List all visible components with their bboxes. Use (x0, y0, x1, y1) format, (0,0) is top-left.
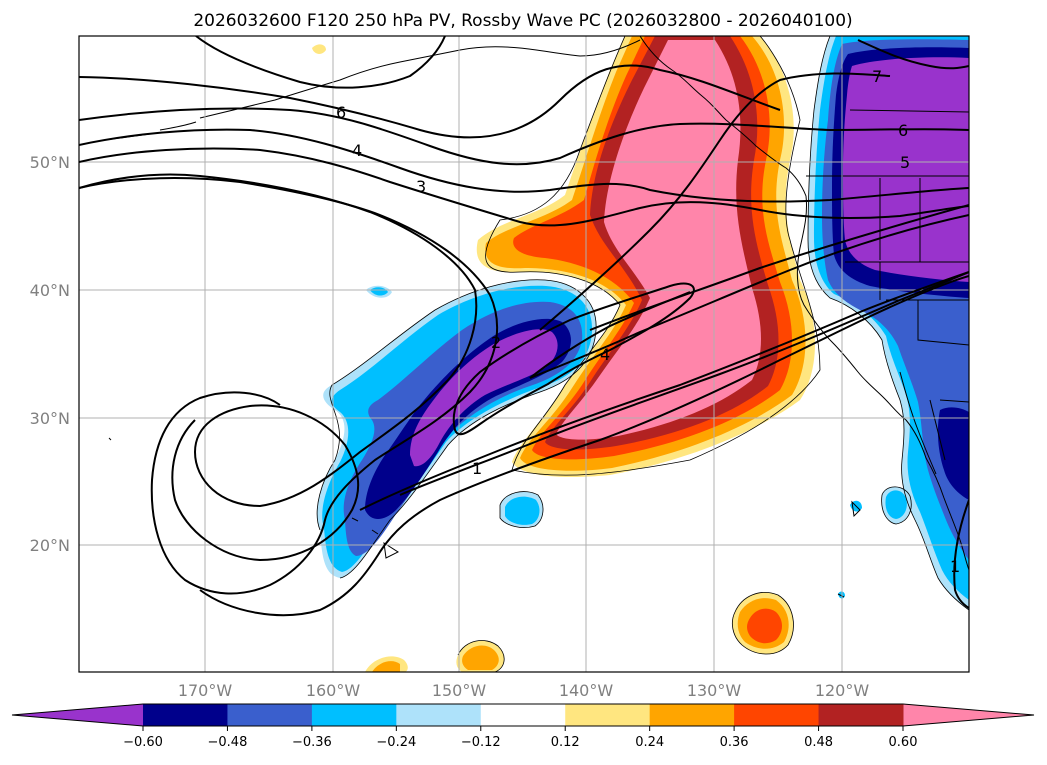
contour-labels: 6 4 3 2 1 4 7 6 5 1 (336, 67, 960, 576)
lon-label: 170°W (178, 681, 233, 700)
contour-label: 1 (472, 459, 482, 478)
map-title: 2026032600 F120 250 hPa PV, Rossby Wave … (193, 11, 852, 31)
colorbar-tick-label: −0.60 (123, 735, 163, 750)
lon-label: 150°W (432, 681, 487, 700)
lat-label: 40°N (30, 281, 70, 300)
colorbar-box (143, 704, 228, 726)
colorbar-tick-label: −0.24 (376, 735, 416, 750)
colorbar-box (227, 704, 313, 726)
map-frame (78, 35, 970, 673)
colorbar-tick-label: 0.12 (551, 735, 580, 750)
contour-label: 1 (950, 557, 960, 576)
colorbar-box (818, 704, 904, 726)
colorbar-box (649, 704, 735, 726)
lon-labels: 170°W 160°W 150°W 140°W 130°W 120°W (178, 681, 870, 700)
lat-label: 20°N (30, 536, 70, 555)
pv-contours (79, 36, 969, 617)
contour-label: 3 (416, 177, 426, 196)
contour-label: 4 (352, 141, 362, 160)
contour-label: 6 (336, 103, 346, 122)
colorbar: −0.60 −0.48 −0.36 −0.24 −0.12 0.12 0.24 0.36 0.4… (11, 703, 1035, 750)
small-positive-anomalies (312, 44, 794, 672)
lon-label: 160°W (306, 681, 361, 700)
contour-label: 2 (491, 333, 501, 352)
lon-label: 140°W (559, 681, 614, 700)
colorbar-tick-label: −0.36 (292, 735, 332, 750)
negative-anomaly-region (317, 279, 597, 578)
colorbar-box (396, 704, 482, 726)
lat-label: 50°N (30, 153, 70, 172)
map-area: 6 4 3 2 1 4 7 6 5 1 (79, 36, 969, 672)
contour-label: 4 (600, 345, 610, 364)
contour-label: 6 (898, 121, 908, 140)
colorbar-tick-label: 0.36 (720, 735, 749, 750)
lat-labels: 50°N 40°N 30°N 20°N (30, 153, 70, 555)
colorbar-box (565, 704, 651, 726)
colorbar-tick-label: −0.12 (461, 735, 501, 750)
gridlines (79, 36, 969, 672)
colorbar-tick-label: 0.24 (635, 735, 664, 750)
colorbar-tick-label: 0.60 (889, 735, 918, 750)
colorbar-extension-low (12, 704, 143, 726)
lat-label: 30°N (30, 409, 70, 428)
colorbar-box (734, 704, 820, 726)
colorbar-tick-label: 0.48 (804, 735, 833, 750)
colorbar-extension-high (903, 704, 1034, 726)
contour-label: 5 (900, 153, 910, 172)
lon-label: 130°W (687, 681, 742, 700)
colorbar-box (480, 704, 566, 726)
colorbar-box (311, 704, 397, 726)
contour-label: 7 (872, 67, 882, 86)
colorbar-tick-label: −0.48 (208, 735, 248, 750)
lon-label: 120°W (815, 681, 870, 700)
